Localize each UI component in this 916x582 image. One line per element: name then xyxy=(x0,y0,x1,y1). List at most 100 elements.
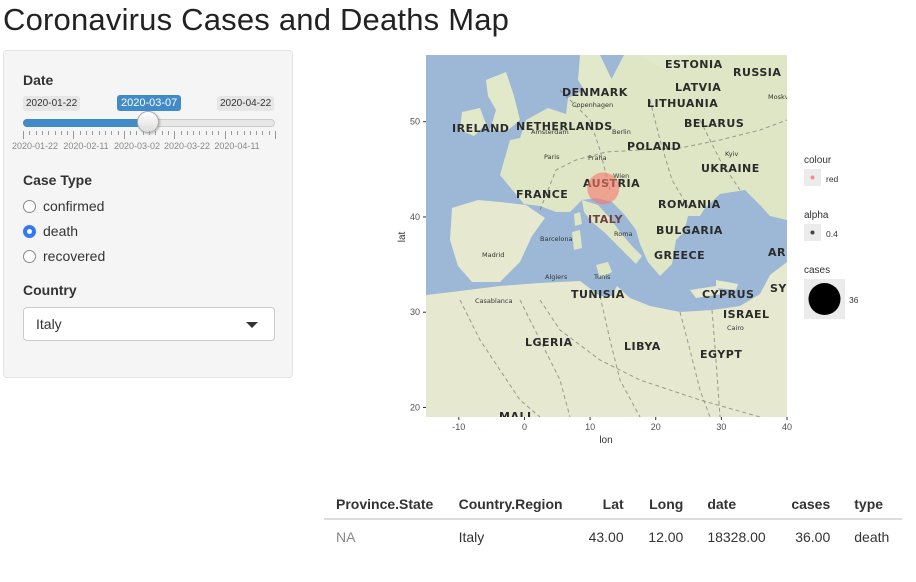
map-tiles: ESTONIA RUSSIA LATVIA DENMARK LITHUANIA … xyxy=(426,55,797,417)
x-tick-label: 10 xyxy=(585,422,595,432)
column-header[interactable]: Long xyxy=(635,492,696,520)
map-label: Tunis xyxy=(593,273,611,281)
slider-handle[interactable] xyxy=(137,111,159,133)
column-header[interactable]: Lat xyxy=(575,492,636,520)
slider-tick xyxy=(23,131,24,139)
plot-points xyxy=(587,172,620,205)
slider-tick xyxy=(212,131,213,135)
x-tick-label: 0 xyxy=(522,422,527,432)
column-header[interactable]: date xyxy=(695,492,779,520)
map-plot: ESTONIA RUSSIA LATVIA DENMARK LITHUANIA … xyxy=(397,55,859,446)
column-header[interactable]: type xyxy=(842,492,902,520)
slider-tick xyxy=(256,131,258,135)
data-point xyxy=(587,172,620,205)
slider-tick xyxy=(130,131,132,135)
legend-key-dot xyxy=(810,175,815,180)
column-header[interactable]: Province.State xyxy=(324,492,447,520)
table-cell: 18328.00 xyxy=(707,529,766,545)
slider-tick xyxy=(136,131,138,135)
map-label: Praha xyxy=(588,154,607,162)
slider-value-label: 2020-03-07 xyxy=(117,95,182,111)
slider-ticks xyxy=(23,131,276,139)
map-label: BELARUS xyxy=(684,117,744,130)
slider-tick xyxy=(224,131,226,139)
radio-confirmed[interactable]: confirmed xyxy=(23,196,104,216)
slider-tick xyxy=(262,131,264,135)
table-cell: death xyxy=(854,529,890,545)
slider-tick xyxy=(117,131,119,135)
chevron-down-icon[interactable] xyxy=(246,322,258,328)
slider-tick xyxy=(193,131,195,135)
slider-grid-label: 2020-03-02 xyxy=(113,141,161,151)
radio-label: confirmed xyxy=(43,198,105,214)
slider-max-label: 2020-04-22 xyxy=(217,96,275,111)
column-header[interactable]: cases xyxy=(778,492,843,520)
page-title: Coronavirus Cases and Deaths Map xyxy=(3,2,510,37)
slider-tick xyxy=(275,131,276,139)
radio-label: recovered xyxy=(43,248,106,264)
map-label: LGERIA xyxy=(525,336,573,349)
date-slider[interactable]: 2020-01-22 2020-04-22 2020-03-07 2020-01… xyxy=(4,51,294,161)
radio-button[interactable] xyxy=(23,249,36,263)
slider-tick xyxy=(142,131,144,135)
slider-tick xyxy=(180,131,182,135)
slider-tick xyxy=(29,131,31,135)
slider-tick xyxy=(41,131,43,135)
slider-grid-label: 2020-03-22 xyxy=(163,141,211,151)
radio-button[interactable] xyxy=(23,224,36,238)
country-select[interactable]: Italy xyxy=(23,307,275,341)
map-label: Moskva xyxy=(768,93,793,101)
slider-tick xyxy=(199,131,201,135)
map-label: LIBYA xyxy=(624,340,661,353)
slider-tick xyxy=(161,131,163,135)
table-row: NA Italy 43.00 12.00 18328.00 36.00 deat… xyxy=(324,519,902,549)
map-label: ESTONIA xyxy=(665,58,723,71)
slider-grid-label: 2020-02-11 xyxy=(63,141,109,151)
map-label: LATVIA xyxy=(675,81,721,94)
legend-title-colour: colour xyxy=(804,155,832,166)
slider-tick xyxy=(79,131,81,135)
map-label: ROMANIA xyxy=(658,198,721,211)
legend-label-colour: red xyxy=(826,174,839,184)
legend-key-dot xyxy=(810,230,815,235)
table-cell: Italy xyxy=(458,529,485,545)
y-tick-label: 50 xyxy=(410,117,420,127)
map-label: ISRAEL xyxy=(723,308,770,321)
map-label: Copenhagen xyxy=(572,101,613,109)
slider-tick xyxy=(249,131,251,135)
map-label: Cairo xyxy=(727,324,744,332)
slider-fill xyxy=(23,119,149,127)
radio-button[interactable] xyxy=(23,199,36,213)
x-axis-label: lon xyxy=(599,435,612,446)
map-label: Kyiv xyxy=(725,150,738,158)
y-axis-label: lat xyxy=(397,231,408,242)
slider-min-label: 2020-01-22 xyxy=(23,96,81,111)
slider-tick xyxy=(230,131,232,135)
slider-tick xyxy=(218,131,220,135)
map-label: GREECE xyxy=(654,249,705,262)
table-cell: 36.00 xyxy=(795,529,831,545)
map-city-labels: Copenhagen Amsterdam Berlin Paris Praha … xyxy=(475,93,793,332)
legend-key-dot xyxy=(808,283,841,315)
slider-grid-label: 2020-01-22 xyxy=(11,141,59,151)
radio-recovered[interactable]: recovered xyxy=(23,246,105,266)
slider-tick xyxy=(73,131,75,139)
map-label: Roma xyxy=(614,230,633,238)
map-label: ARM xyxy=(768,246,797,259)
table-cell: NA xyxy=(336,529,356,545)
map-label: RUSSIA xyxy=(733,66,781,79)
slider-tick xyxy=(67,131,69,135)
radio-death[interactable]: death xyxy=(23,221,78,241)
column-header[interactable]: Country.Region xyxy=(446,492,576,520)
country-label: Country xyxy=(23,282,77,298)
y-tick-label: 40 xyxy=(410,212,420,222)
date-label: Date xyxy=(23,72,54,88)
map-country-labels: ESTONIA RUSSIA LATVIA DENMARK LITHUANIA … xyxy=(452,58,797,417)
map-borders xyxy=(459,89,787,417)
map-label: TUNISIA xyxy=(571,288,625,301)
map-label: LITHUANIA xyxy=(647,97,718,110)
map-label: POLAND xyxy=(627,140,681,153)
map-label: Casablanca xyxy=(475,297,512,305)
legend-title-cases: cases xyxy=(804,265,830,276)
legend: colour red alpha 0.4 cases 36 xyxy=(804,155,859,319)
